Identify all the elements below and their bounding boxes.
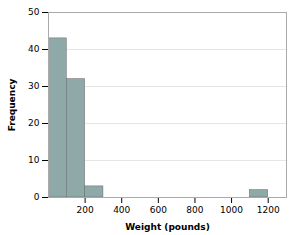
svg-text:10: 10: [28, 155, 40, 165]
svg-text:Weight (pounds): Weight (pounds): [125, 222, 210, 232]
svg-text:800: 800: [186, 205, 203, 215]
svg-text:600: 600: [150, 205, 167, 215]
svg-text:30: 30: [28, 81, 40, 91]
svg-text:20: 20: [28, 118, 40, 128]
svg-text:0: 0: [34, 192, 40, 202]
svg-text:40: 40: [28, 44, 40, 54]
svg-text:1000: 1000: [220, 205, 243, 215]
svg-text:Frequency: Frequency: [7, 79, 17, 132]
svg-text:400: 400: [113, 205, 130, 215]
svg-text:200: 200: [77, 205, 94, 215]
svg-text:50: 50: [28, 7, 40, 17]
svg-text:1200: 1200: [257, 205, 280, 215]
